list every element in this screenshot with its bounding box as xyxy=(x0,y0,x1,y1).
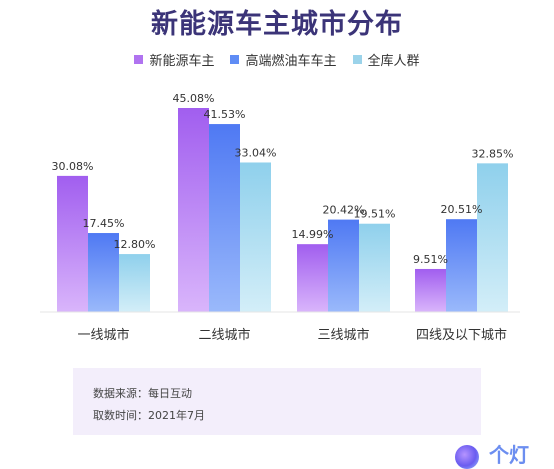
category-label-3: 三线城市 xyxy=(317,327,369,343)
date-line: 取数时间：2021年7月 xyxy=(93,409,205,422)
legend-swatch-fuel xyxy=(230,55,240,64)
bar-new-energy-1 xyxy=(57,175,88,312)
bar-fuel-3 xyxy=(328,219,359,312)
legend-label-fuel: 高端燃油车车主 xyxy=(245,54,337,69)
legend-item-new-energy: 新能源车主 xyxy=(134,50,214,69)
bar-fuel-1 xyxy=(88,233,119,312)
category-label-4: 四线及以下城市 xyxy=(416,327,507,343)
legend-item-fuel: 高端燃油车车主 xyxy=(230,50,337,69)
data-label-new-energy-4: 9.51% xyxy=(413,253,448,266)
legend-item-all: 全库人群 xyxy=(352,50,420,69)
logo-text: 个灯 xyxy=(489,443,529,467)
data-label-new-energy-1: 30.08% xyxy=(52,160,94,173)
chart-title: 新能源车主城市分布 xyxy=(151,9,403,40)
data-label-fuel-1: 17.45% xyxy=(83,217,125,230)
data-label-all-2: 33.04% xyxy=(235,146,277,159)
legend-label-new-energy: 新能源车主 xyxy=(149,54,215,69)
bar-new-energy-4 xyxy=(415,268,446,312)
data-label-fuel-2: 41.53% xyxy=(204,108,246,121)
source-line: 数据来源：每日互动 xyxy=(93,387,192,400)
data-label-fuel-3: 20.42% xyxy=(323,204,365,217)
data-label-all-4: 32.85% xyxy=(472,147,514,160)
legend: 新能源车主 高端燃油车车主 全库人群 xyxy=(0,50,554,69)
data-label-new-energy-2: 45.08% xyxy=(173,92,215,105)
category-label-2: 二线城市 xyxy=(198,327,250,343)
bars-layer xyxy=(57,108,508,312)
labels-layer: 30.08% 17.45% 12.80% 一线城市 45.08% 41.53% 33.04%… xyxy=(52,92,514,343)
bar-all-2 xyxy=(240,162,271,312)
bar-fuel-2 xyxy=(209,124,240,312)
bar-new-energy-3 xyxy=(297,244,328,312)
data-label-fuel-4: 20.51% xyxy=(441,203,483,216)
legend-swatch-all xyxy=(352,55,362,64)
legend-label-all: 全库人群 xyxy=(367,54,420,69)
brand-logo: 个灯 xyxy=(455,441,554,469)
source-note: 数据来源：每日互动 取数时间：2021年7月 xyxy=(73,368,481,435)
bar-new-energy-2 xyxy=(178,108,209,312)
data-label-new-energy-3: 14.99% xyxy=(292,228,334,241)
bar-all-4 xyxy=(477,163,508,312)
data-label-all-3: 19.51% xyxy=(354,208,396,221)
data-label-all-1: 12.80% xyxy=(114,238,156,251)
logo-icon xyxy=(455,445,479,469)
bar-all-1 xyxy=(119,254,150,312)
bar-all-3 xyxy=(359,223,390,312)
category-label-1: 一线城市 xyxy=(77,327,129,343)
legend-swatch-new-energy xyxy=(134,55,144,64)
bar-fuel-4 xyxy=(446,219,477,312)
